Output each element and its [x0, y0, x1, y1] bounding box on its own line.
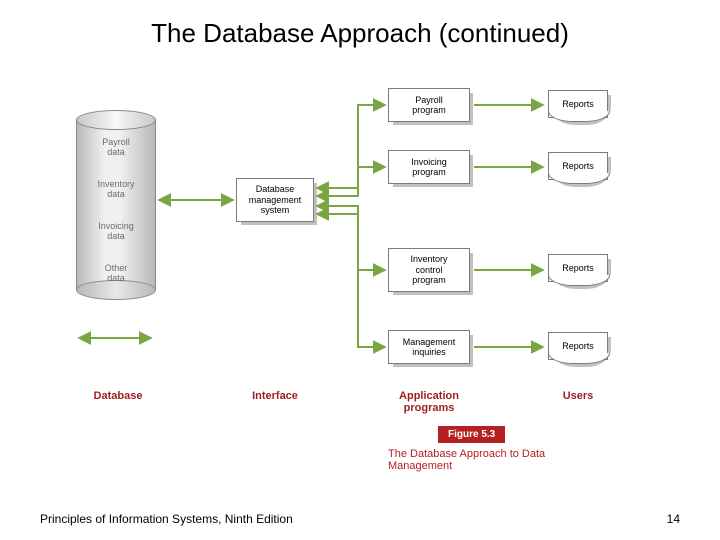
page-title: The Database Approach (continued) — [0, 18, 720, 49]
column-label: Database — [78, 390, 158, 402]
column-label: Interface — [236, 390, 314, 402]
diagram-canvas: PayrolldataInventorydataInvoicingdataOth… — [40, 70, 680, 470]
footer-left: Principles of Information Systems, Ninth… — [40, 512, 293, 526]
figure-caption: The Database Approach to DataManagement — [388, 448, 545, 472]
figure-badge: Figure 5.3 — [438, 426, 505, 443]
column-label: Applicationprograms — [384, 390, 474, 414]
page-number: 14 — [667, 512, 680, 526]
column-label: Users — [548, 390, 608, 402]
arrows-layer — [40, 70, 680, 470]
